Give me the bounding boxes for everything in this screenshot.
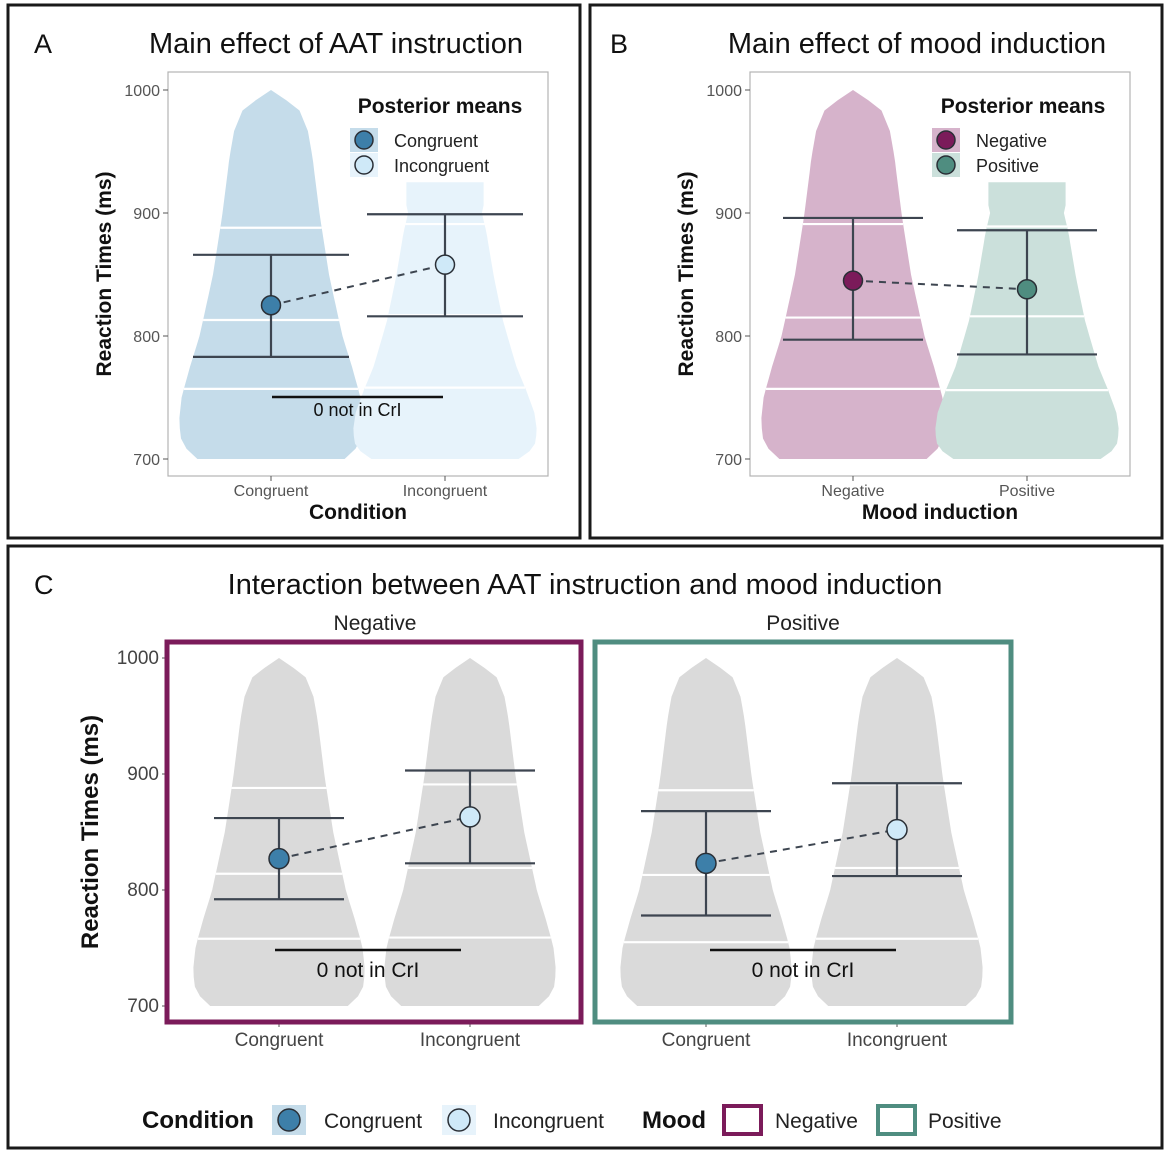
panel-a-x-title: Condition [309, 501, 407, 524]
x-tick-label: Negative [821, 483, 884, 500]
mean-point-congruent [260, 295, 282, 316]
x-tick-label: Positive [999, 483, 1055, 500]
y-tick-label: 900 [127, 764, 159, 785]
panel-a-legend-label-incongruent: Incongruent [394, 156, 489, 176]
panel-a-marks: 700 800 900 1000 0 not in CrI Congruent Incong… [124, 83, 537, 500]
panel-c-facet-positive-border [592, 639, 1014, 1025]
y-tick-label: 800 [133, 329, 160, 346]
mean-point-negative [842, 270, 864, 291]
panel-b-legend-label-negative: Negative [976, 131, 1047, 151]
violin-incongruent [353, 182, 537, 460]
panel-b-legend-title: Posterior means [941, 95, 1106, 118]
x-tick-label: Incongruent [847, 1030, 948, 1051]
x-tick-label: Congruent [234, 483, 309, 500]
panel-a-legend-label-congruent: Congruent [394, 131, 478, 151]
mean-point-congruent [268, 847, 290, 870]
panel-a-title: Main effect of AAT instruction [149, 28, 523, 60]
panel-c-facet-negative-label: Negative [334, 612, 417, 635]
panel-a-legend-dot-congruent [354, 130, 374, 150]
y-tick-label: 800 [127, 880, 159, 901]
panel-b-marks: 700 800 900 1000 Negative Positive [706, 83, 1119, 500]
legend-label-incongruent: Incongruent [493, 1110, 604, 1133]
y-tick-label: 800 [715, 329, 742, 346]
legend-label-positive: Positive [928, 1110, 1002, 1133]
significance-label: 0 not in CrI [752, 959, 855, 982]
legend-key-negative [722, 1104, 763, 1136]
panel-c-frame [6, 544, 1164, 1150]
legend-label-congruent: Congruent [324, 1110, 422, 1133]
x-tick-label: Congruent [662, 1030, 751, 1051]
panel-b-title: Main effect of mood induction [728, 28, 1106, 60]
y-tick-label: 700 [715, 452, 742, 469]
panel-b-legend-dot-positive [936, 155, 956, 175]
x-tick-label: Congruent [235, 1030, 324, 1051]
panel-b-y-title: Reaction Times (ms) [675, 171, 698, 376]
panel-a-y-title: Reaction Times (ms) [93, 171, 116, 376]
y-tick-label: 1000 [117, 648, 159, 669]
significance-label: 0 not in CrI [313, 400, 401, 420]
panel-a-frame [6, 3, 582, 540]
legend-dot-incongruent [447, 1108, 471, 1132]
y-tick-label: 700 [127, 996, 159, 1017]
mean-point-positive [1016, 279, 1038, 300]
mean-connector [270, 263, 446, 307]
panel-b-legend-dot-negative [936, 130, 956, 150]
significance-label: 0 not in CrI [317, 959, 420, 982]
y-tick-label: 1000 [124, 83, 160, 100]
mean-connector [705, 828, 898, 865]
legend-label-negative: Negative [775, 1110, 858, 1133]
y-tick-label: 700 [133, 452, 160, 469]
mean-point-congruent [695, 852, 717, 875]
mean-connector [852, 279, 1028, 291]
legend-condition-title: Condition [142, 1107, 254, 1134]
panel-a-letter: A [34, 29, 52, 59]
mean-point-incongruent [459, 806, 481, 828]
mean-point-incongruent [886, 818, 908, 841]
panel-c-letter: C [34, 570, 54, 600]
panel-c-marks: 700 800 900 1000 0 not in CrI Congruent Incong… [117, 648, 983, 1051]
panel-a-legend-title: Posterior means [358, 95, 523, 118]
panel-c-title: Interaction between AAT instruction and … [228, 569, 943, 601]
y-tick-label: 900 [133, 206, 160, 223]
panel-b-legend-label-positive: Positive [976, 156, 1039, 176]
x-tick-label: Incongruent [403, 483, 488, 500]
panel-b-x-title: Mood induction [862, 501, 1018, 524]
x-tick-label: Incongruent [420, 1030, 521, 1051]
panel-c-facet-positive-label: Positive [766, 612, 840, 635]
y-tick-label: 900 [715, 206, 742, 223]
panel-c-facet-negative-border [164, 639, 584, 1025]
legend-mood-title: Mood [642, 1107, 706, 1134]
legend-key-positive [876, 1104, 917, 1136]
mean-point-incongruent [434, 254, 456, 275]
panel-b-letter: B [610, 29, 628, 59]
y-tick-label: 1000 [706, 83, 742, 100]
panel-c-y-title: Reaction Times (ms) [77, 715, 104, 949]
panel-b-frame [588, 3, 1164, 540]
legend-dot-congruent [277, 1108, 301, 1132]
mean-connector [278, 815, 471, 860]
panel-a-legend-dot-incongruent [354, 155, 374, 175]
